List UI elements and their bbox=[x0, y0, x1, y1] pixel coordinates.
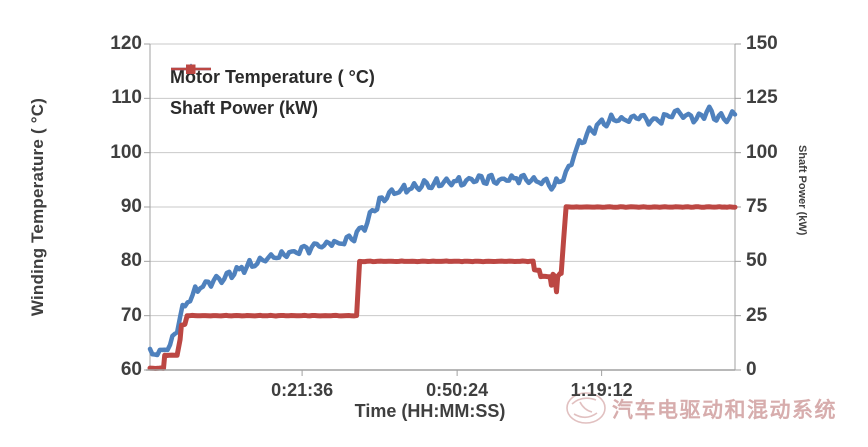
left-axis-tick-label: 70 bbox=[120, 304, 142, 326]
left-axis-tick-label: 60 bbox=[120, 359, 142, 380]
right-axis-tick-label: 100 bbox=[746, 141, 778, 163]
x-axis-tick-label: 0:50:24 bbox=[426, 380, 489, 400]
legend-entry-shaft-power: Shaft Power (kW) bbox=[170, 64, 375, 124]
x-axis-title: Time (HH:MM:SS) bbox=[354, 401, 506, 421]
right-axis-tick-label: 75 bbox=[746, 196, 768, 217]
legend-label-motor-temperature: Motor Temperature ( °C) bbox=[170, 67, 375, 87]
line-square-marker-icon bbox=[171, 64, 211, 74]
left-axis-tick-label: 110 bbox=[111, 87, 142, 109]
right-axis-tick-label: 150 bbox=[746, 33, 778, 54]
right-axis-tick-label: 125 bbox=[746, 87, 778, 109]
left-axis-tick-label: 80 bbox=[120, 250, 142, 272]
left-axis-title: Winding Temperature ( °C) bbox=[28, 97, 47, 317]
right-axis-tick-label: 0 bbox=[746, 359, 757, 380]
legend: Motor Temperature ( °C) Shaft Power (kW) bbox=[170, 62, 375, 124]
series-motor-temperature bbox=[147, 104, 738, 358]
left-axis-tick-label: 120 bbox=[110, 33, 142, 54]
x-axis-tick-label: 1:19:12 bbox=[570, 380, 633, 400]
series-shaft-power bbox=[147, 204, 738, 371]
right-axis-title: Shaft Power (kW) bbox=[796, 144, 808, 236]
right-axis-tick-label: 25 bbox=[746, 304, 768, 326]
x-axis-tick-label: 0:21:36 bbox=[271, 380, 334, 400]
right-axis-tick-label: 50 bbox=[746, 250, 768, 272]
watermark-logo-icon bbox=[566, 392, 606, 424]
left-axis-tick-label: 100 bbox=[110, 141, 142, 163]
legend-label-shaft-power: Shaft Power (kW) bbox=[170, 98, 319, 118]
left-axis-tick-label: 90 bbox=[120, 196, 142, 217]
